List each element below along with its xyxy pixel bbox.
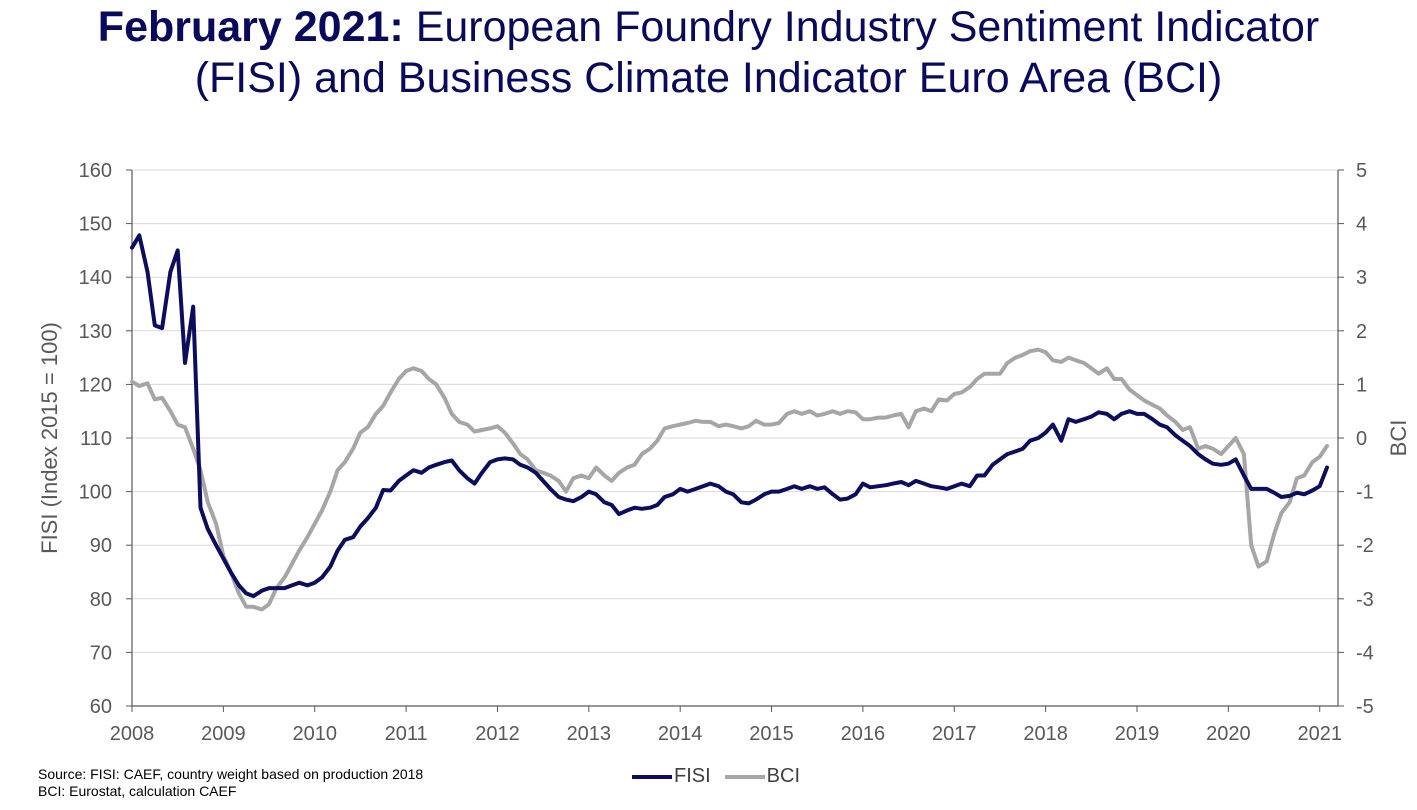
x-tick-label: 2013 xyxy=(567,723,612,745)
legend-label-bci: BCI xyxy=(766,765,801,787)
y2-tick-label: 4 xyxy=(1356,214,1367,236)
title-line2: (FISI) and Business Climate Indicator Eu… xyxy=(194,54,1223,102)
y-tick-label: 160 xyxy=(79,160,112,182)
y-tick-label: 110 xyxy=(80,428,112,450)
x-tick-label: 2018 xyxy=(1023,723,1068,745)
legend-label-fisi: FISI xyxy=(674,765,711,787)
x-tick-label: 2009 xyxy=(201,723,246,745)
legend-item-fisi: FISI xyxy=(632,765,711,788)
y2-tick-label: 3 xyxy=(1356,267,1367,289)
y-tick-label: 120 xyxy=(79,374,112,396)
y2-tick-label: 0 xyxy=(1356,428,1367,450)
x-tick-label: 2021 xyxy=(1297,723,1342,745)
y-tick-label: 130 xyxy=(79,321,112,343)
y-tick-label: 70 xyxy=(90,642,112,664)
x-tick-label: 2012 xyxy=(475,723,520,745)
source-note: Source: FISI: CAEF, country weight based… xyxy=(38,766,423,800)
title-date: February 2021: xyxy=(97,3,404,51)
y2-tick-label: -5 xyxy=(1356,696,1374,718)
series-line-bci xyxy=(130,347,1329,612)
y2-tick-label: -3 xyxy=(1356,589,1374,611)
y2-tick-label: -2 xyxy=(1356,535,1374,557)
y2-tick-label: 5 xyxy=(1356,160,1367,182)
legend-item-bci: BCI xyxy=(724,765,801,788)
x-tick-label: 2014 xyxy=(658,723,703,745)
y-tick-label: 100 xyxy=(79,482,112,504)
y2-axis-label: BCI xyxy=(1386,420,1411,457)
chart-title: February 2021: European Foundry Industry… xyxy=(0,2,1417,104)
x-tick-label: 2011 xyxy=(385,723,428,745)
y-tick-label: 80 xyxy=(90,589,112,611)
legend: FISI BCI xyxy=(632,765,814,788)
y2-tick-label: 1 xyxy=(1356,374,1367,396)
y-tick-label: 140 xyxy=(79,267,112,289)
x-tick-label: 2017 xyxy=(932,723,977,745)
y2-tick-label: -1 xyxy=(1356,482,1374,504)
y-tick-label: 60 xyxy=(90,696,112,718)
axes: 60 70 80 90 100 110 120 130 140 150 160 -5 -4 -3 -2 -1 0… xyxy=(79,160,1374,745)
source-line2: BCI: Eurostat, calculation CAEF xyxy=(38,783,237,799)
legend-swatch-bci xyxy=(724,774,765,779)
x-tick-label: 2020 xyxy=(1206,723,1251,745)
x-tick-label: 2008 xyxy=(110,723,155,745)
legend-swatch-fisi xyxy=(632,774,672,779)
y-tick-label: 90 xyxy=(90,535,112,557)
x-tick-label: 2015 xyxy=(749,723,794,745)
source-line1: Source: FISI: CAEF, country weight based… xyxy=(38,766,424,782)
series-line-fisi xyxy=(130,233,1329,599)
series-lines xyxy=(130,233,1329,612)
x-tick-label: 2016 xyxy=(841,723,886,745)
gridlines xyxy=(132,169,1338,653)
y-tick-label: 150 xyxy=(79,214,112,236)
x-tick-label: 2019 xyxy=(1115,723,1160,745)
title-line1: European Foundry Industry Sentiment Indi… xyxy=(415,3,1320,51)
x-tick-label: 2010 xyxy=(292,723,337,745)
y2-tick-label: 2 xyxy=(1356,321,1367,343)
y-axis-label: FISI (Index 2015 = 100) xyxy=(37,322,62,554)
y2-tick-label: -4 xyxy=(1356,642,1374,664)
